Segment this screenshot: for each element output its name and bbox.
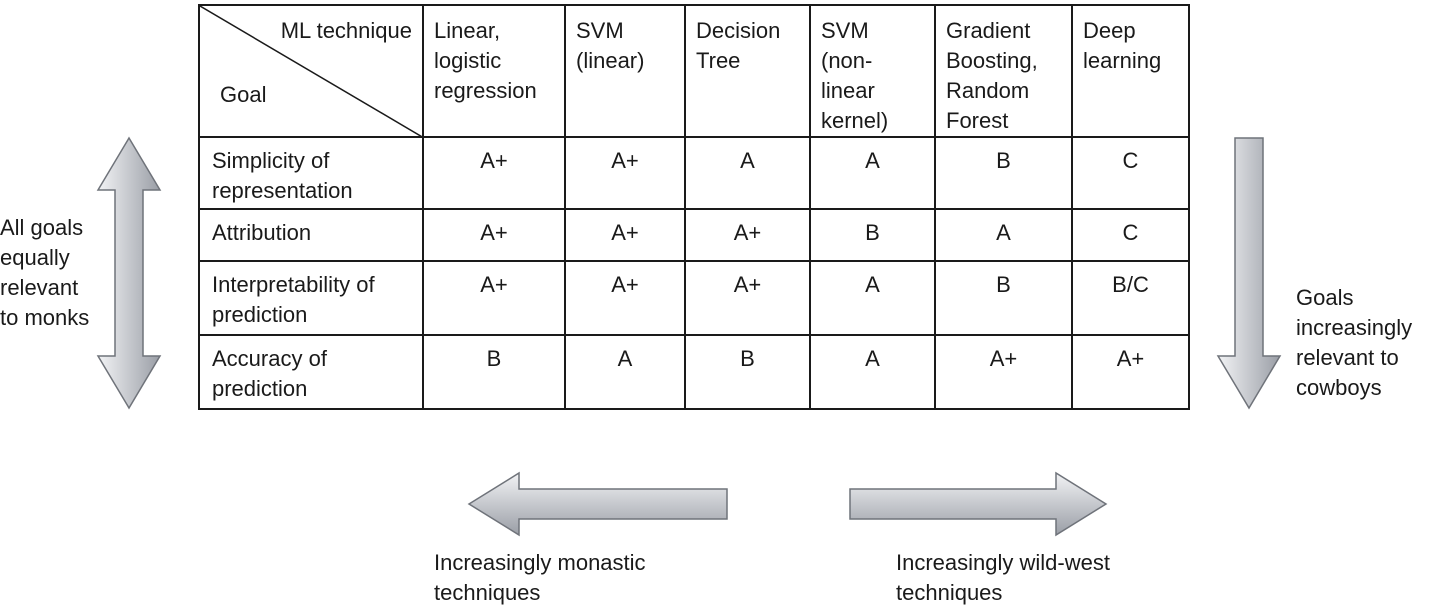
column-header: Gradient Boosting, Random Forest xyxy=(934,4,1073,138)
grade-cell: A+ xyxy=(684,260,811,336)
grade-cell: A+ xyxy=(1071,334,1190,410)
left-arrow-icon xyxy=(467,471,728,537)
grade-cell: A+ xyxy=(564,260,686,336)
column-header: Deep learning xyxy=(1071,4,1190,138)
grade-cell: A xyxy=(809,334,936,410)
corner-column-label: ML technique xyxy=(280,18,412,43)
corner-cell: ML technique Goal xyxy=(198,4,424,138)
bottom-left-annotation: Increasingly monastic techniques xyxy=(434,550,646,605)
grade-cell: B xyxy=(422,334,566,410)
grade-cell: C xyxy=(1071,208,1190,262)
grade-cell: B xyxy=(934,136,1073,210)
grade-cell: A xyxy=(564,334,686,410)
grade-cell: C xyxy=(1071,136,1190,210)
goal-cell: Accuracy of prediction xyxy=(198,334,424,410)
table-row: Accuracy of prediction B A B A A+ A+ xyxy=(198,334,1190,410)
column-header: SVM (non- linear kernel) xyxy=(809,4,936,138)
down-arrow-icon xyxy=(1216,137,1282,410)
grade-cell: B/C xyxy=(1071,260,1190,336)
column-header: Decision Tree xyxy=(684,4,811,138)
ml-technique-table: ML technique Goal Linear, logistic regre… xyxy=(198,4,1190,410)
grade-cell: A+ xyxy=(564,136,686,210)
bottom-right-annotation: Increasingly wild-west techniques xyxy=(896,550,1110,605)
column-header: SVM (linear) xyxy=(564,4,686,138)
grade-cell: A xyxy=(684,136,811,210)
goal-cell: Attribution xyxy=(198,208,424,262)
grade-cell: A+ xyxy=(422,260,566,336)
grade-cell: A xyxy=(934,208,1073,262)
grade-cell: A xyxy=(809,260,936,336)
table-row: Simplicity of representation A+ A+ A A B… xyxy=(198,136,1190,210)
goal-cell: Interpretability of prediction xyxy=(198,260,424,336)
corner-row-label: Goal xyxy=(220,82,267,107)
double-headed-arrow-icon xyxy=(96,136,162,410)
right-annotation: Goals increasingly relevant to cowboys xyxy=(1296,285,1413,400)
grade-cell: B xyxy=(684,334,811,410)
table-header-row: ML technique Goal Linear, logistic regre… xyxy=(198,4,1190,138)
column-header: Linear, logistic regression xyxy=(422,4,566,138)
grade-cell: A+ xyxy=(422,136,566,210)
grade-cell: A xyxy=(809,136,936,210)
table-row: Attribution A+ A+ A+ B A C xyxy=(198,208,1190,262)
grade-cell: A+ xyxy=(684,208,811,262)
grade-cell: A+ xyxy=(564,208,686,262)
table-row: Interpretability of prediction A+ A+ A+ … xyxy=(198,260,1190,336)
left-annotation: All goals equally relevant to monks xyxy=(0,215,90,330)
goal-cell: Simplicity of representation xyxy=(198,136,424,210)
right-arrow-icon xyxy=(849,471,1108,537)
grade-cell: B xyxy=(934,260,1073,336)
grade-cell: A+ xyxy=(934,334,1073,410)
grade-cell: A+ xyxy=(422,208,566,262)
corner-diagonal-line xyxy=(200,6,424,138)
grade-cell: B xyxy=(809,208,936,262)
